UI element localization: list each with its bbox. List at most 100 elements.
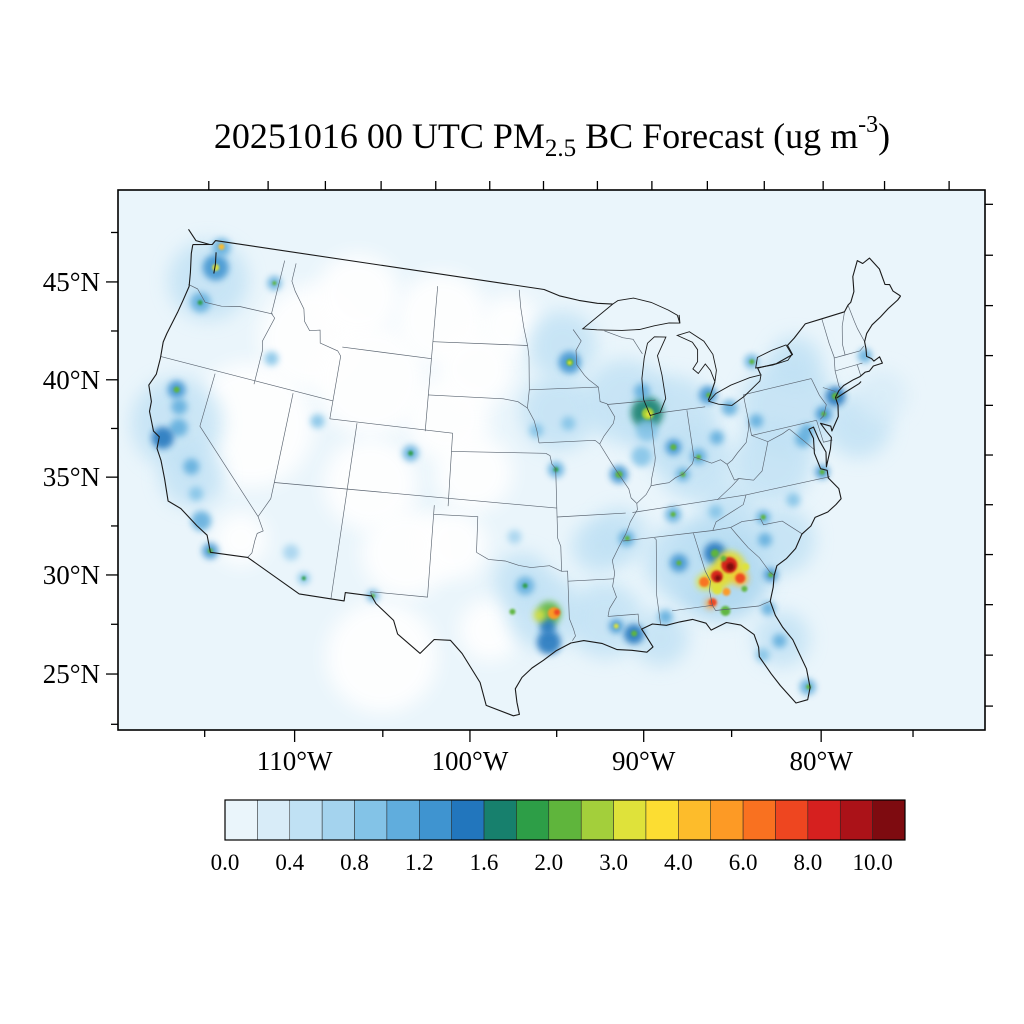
hotspot (197, 300, 203, 306)
state-border (834, 345, 865, 359)
pollution-plume (749, 414, 764, 429)
state-border (751, 419, 817, 436)
state-border (342, 346, 432, 360)
coastline (836, 381, 862, 399)
lat-tick-label: 35°N (43, 462, 100, 492)
hotspot (710, 549, 719, 558)
title-prefix: 20251016 00 UTC PM (214, 116, 545, 156)
colorbar-segment (354, 799, 388, 841)
pollution-plume (786, 492, 801, 507)
state-border (789, 428, 816, 451)
pollution-plume (171, 398, 188, 415)
state-border (291, 263, 341, 357)
state-border (822, 387, 836, 392)
state-border (671, 600, 771, 612)
colorbar-tick-label: 1.2 (405, 850, 434, 875)
great-lake-outline (641, 336, 667, 417)
colorbar-segment (807, 799, 841, 841)
great-lake-outline (707, 374, 762, 406)
colorbar-segment (839, 799, 873, 841)
clean-air-area (435, 434, 512, 511)
state-border (428, 394, 528, 409)
clean-air-area (324, 438, 417, 531)
hotspot (760, 514, 766, 520)
state-border (730, 527, 775, 576)
pollution-plume (561, 416, 576, 431)
lon-tick-label: 110°W (257, 746, 333, 776)
state-border (607, 399, 656, 405)
colorbar-segment (257, 799, 291, 841)
great-lake-outline (755, 344, 793, 369)
colorbar-tick-label: 0.4 (275, 850, 304, 875)
coastline (148, 244, 902, 717)
haze-area (732, 423, 813, 504)
state-border (160, 356, 334, 402)
state-border (188, 284, 273, 315)
state-border (257, 482, 275, 517)
colorbar-segment (872, 799, 906, 841)
state-border (835, 362, 863, 372)
colorbar-tick-label: 6.0 (729, 850, 758, 875)
axis-labels-layer: 25°N 30°N 35°N 40°N 45°N 110°W 100°W 90°W 80°W (43, 267, 854, 776)
state-border (271, 260, 286, 314)
great-lake-outline (581, 297, 681, 331)
pollution-plume (634, 383, 651, 400)
hotspot (722, 587, 731, 596)
great-lake-outline (675, 331, 717, 382)
colorbar-tick-label: 1.6 (470, 850, 499, 875)
state-border (476, 552, 562, 572)
state-border (726, 464, 735, 481)
title-superscript: -3 (858, 112, 878, 138)
state-border (432, 341, 528, 346)
state-border (636, 485, 652, 504)
hotspot (301, 576, 306, 581)
hotspot (699, 577, 710, 588)
clean-air-area (314, 323, 427, 436)
colorbar-segment (419, 799, 452, 841)
clean-air-area (326, 601, 437, 712)
pollution-plume (757, 532, 772, 547)
state-border (598, 387, 616, 445)
coastline (757, 257, 901, 375)
hotspot (218, 243, 225, 250)
state-border (545, 453, 558, 509)
colorbar-segment (386, 799, 420, 841)
colorbar-tick-label: 0.8 (340, 850, 369, 875)
coastline (213, 252, 217, 274)
pollution-plume (539, 618, 556, 635)
state-border (538, 439, 600, 445)
hotspot (509, 608, 516, 615)
pollution-plume (183, 458, 200, 475)
colorbar: 0.0 0.4 0.8 1.2 1.6 2.0 3.0 4.0 6.0 8.0 10.0 (211, 799, 906, 875)
state-border (694, 418, 749, 465)
colorbar-tick-label: 10.0 (852, 850, 892, 875)
haze-area (769, 336, 822, 389)
pollution-plume (708, 504, 723, 519)
state-border (424, 286, 439, 432)
state-border (821, 318, 841, 389)
state-border (599, 443, 638, 534)
hotspot (272, 281, 277, 286)
state-border (567, 578, 614, 582)
colorbar-segment (224, 799, 258, 841)
state-border (604, 330, 643, 354)
pollution-plume (264, 351, 279, 366)
state-border (247, 516, 264, 558)
colorbar-segment (710, 799, 744, 841)
hotspot (613, 623, 619, 629)
state-border (447, 433, 453, 507)
state-border (686, 410, 695, 458)
colorbar-segment (613, 799, 647, 841)
geography-layer (148, 228, 902, 717)
pollution-plume (857, 348, 872, 363)
colorbar-segment (742, 799, 776, 841)
colorbar-segment (451, 799, 485, 841)
pollution-plume (755, 648, 770, 663)
state-border (841, 311, 846, 356)
state-border (654, 537, 661, 625)
haze-area (855, 369, 908, 422)
pollution-plume (533, 609, 546, 622)
colorbar-segment (548, 799, 582, 841)
clean-air-area (479, 296, 540, 357)
state-border (751, 428, 790, 443)
